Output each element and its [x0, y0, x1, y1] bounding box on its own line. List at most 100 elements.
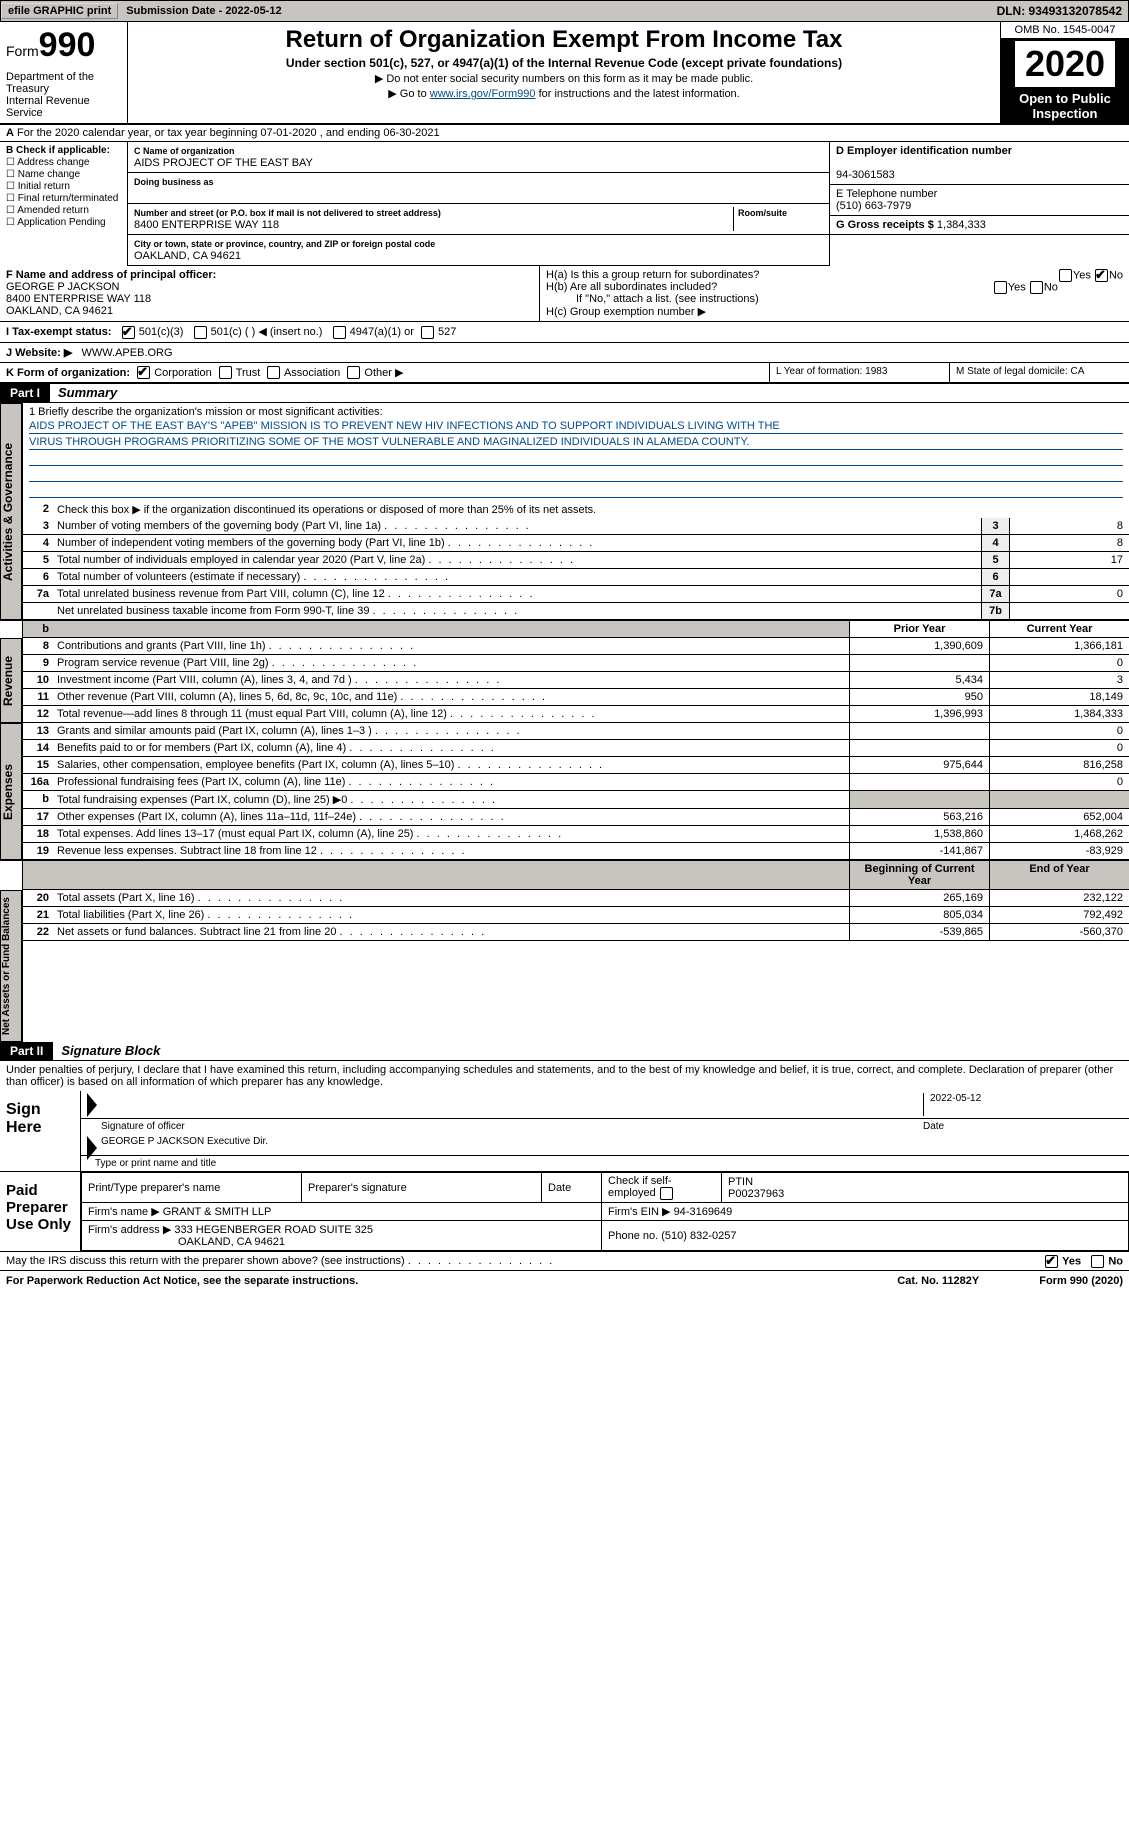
mission-text1: AIDS PROJECT OF THE EAST BAY'S "APEB" MI…	[29, 418, 1123, 434]
self-employed-cb[interactable]	[660, 1187, 673, 1200]
open-inspection: Open to Public Inspection	[1001, 89, 1129, 123]
prep-h2: Preparer's signature	[302, 1173, 542, 1203]
row-a: A For the 2020 calendar year, or tax yea…	[0, 125, 1129, 142]
prep-h1: Print/Type preparer's name	[82, 1173, 302, 1203]
row-klm: K Form of organization: Corporation Trus…	[0, 363, 1129, 385]
data-line: 20Total assets (Part X, line 16) 265,169…	[23, 890, 1129, 907]
k-other[interactable]	[347, 366, 360, 379]
officer-addr1: 8400 ENTERPRISE WAY 118	[6, 293, 151, 305]
i-527[interactable]	[421, 326, 434, 339]
form-header: Form990 Department of the Treasury Inter…	[0, 22, 1129, 125]
prep-ptin: PTINP00237963	[722, 1173, 1129, 1203]
data-line: 12Total revenue—add lines 8 through 11 (…	[23, 706, 1129, 723]
penalty-text: Under penalties of perjury, I declare th…	[0, 1061, 1129, 1091]
gov-line: 6Total number of volunteers (estimate if…	[23, 569, 1129, 586]
gross-receipts: 1,384,333	[937, 219, 986, 231]
row-i: I Tax-exempt status: 501(c)(3) 501(c) ( …	[0, 322, 1129, 343]
hc-label: H(c) Group exemption number ▶	[546, 305, 1123, 318]
discuss-yes[interactable]	[1045, 1255, 1058, 1268]
e-label: E Telephone number	[836, 188, 937, 200]
irs-link[interactable]: www.irs.gov/Form990	[430, 88, 536, 100]
discuss-row: May the IRS discuss this return with the…	[0, 1252, 1129, 1271]
mission-text2: VIRUS THROUGH PROGRAMS PRIORITIZING SOME…	[29, 434, 1123, 450]
gov-line: 3Number of voting members of the governi…	[23, 518, 1129, 535]
room-label: Room/suite	[738, 208, 787, 218]
tab-governance: Activities & Governance	[0, 403, 22, 620]
top-toolbar: efile GRAPHIC print Submission Date - 20…	[0, 0, 1129, 22]
cb-initial[interactable]: ☐ Initial return	[6, 181, 121, 192]
cb-pending[interactable]: ☐ Application Pending	[6, 217, 121, 228]
c-name-label: C Name of organization	[134, 146, 235, 156]
data-line: 14Benefits paid to or for members (Part …	[23, 740, 1129, 757]
k-corp[interactable]	[137, 366, 150, 379]
d-label: D Employer identification number	[836, 145, 1012, 157]
mission-blank3	[29, 482, 1123, 498]
mission-label: 1 Briefly describe the organization's mi…	[29, 406, 1123, 418]
hb-yes[interactable]	[994, 281, 1007, 294]
addr-label: Number and street (or P.O. box if mail i…	[134, 208, 441, 218]
k-trust[interactable]	[219, 366, 232, 379]
section-bcdeg: B Check if applicable: ☐ Address change …	[0, 142, 1129, 266]
form-number: 990	[39, 26, 96, 64]
cb-amended[interactable]: ☐ Amended return	[6, 205, 121, 216]
data-line: 22Net assets or fund balances. Subtract …	[23, 924, 1129, 941]
tab-netassets: Net Assets or Fund Balances	[0, 890, 22, 1042]
rev-header: b Prior Year Current Year	[23, 621, 1129, 638]
i-501c3[interactable]	[122, 326, 135, 339]
data-line: 13Grants and similar amounts paid (Part …	[23, 723, 1129, 740]
sign-date: 2022-05-12	[923, 1093, 1123, 1116]
cb-address[interactable]: ☐ Address change	[6, 157, 121, 168]
mission-blank1	[29, 450, 1123, 466]
part2-header: Part IISignature Block	[0, 1042, 1129, 1061]
org-name: AIDS PROJECT OF THE EAST BAY	[134, 157, 313, 169]
g-label: G Gross receipts $	[836, 219, 934, 231]
k-assoc[interactable]	[267, 366, 280, 379]
discuss-no[interactable]	[1091, 1255, 1104, 1268]
row-j: J Website: ▶ WWW.APEB.ORG	[0, 343, 1129, 363]
form-title: Return of Organization Exempt From Incom…	[134, 26, 994, 54]
hb-label: H(b) Are all subordinates included?	[546, 281, 717, 293]
gov-line: 7aTotal unrelated business revenue from …	[23, 586, 1129, 603]
dept-label: Department of the Treasury Internal Reve…	[6, 71, 121, 119]
sign-here-block: Sign Here 2022-05-12 Signature of office…	[0, 1091, 1129, 1172]
hb-note: If "No," attach a list. (see instruction…	[546, 293, 1123, 305]
website-value: WWW.APEB.ORG	[82, 347, 173, 359]
hb-no[interactable]	[1030, 281, 1043, 294]
data-line: 15Salaries, other compensation, employee…	[23, 757, 1129, 774]
phone-value: (510) 663-7979	[836, 200, 911, 212]
subtitle-1: Under section 501(c), 527, or 4947(a)(1)…	[134, 56, 994, 70]
arrow-icon-2	[87, 1136, 97, 1160]
line2-text: Check this box ▶ if the organization dis…	[53, 501, 1129, 518]
gov-line: Net unrelated business taxable income fr…	[23, 603, 1129, 620]
officer-addr2: OAKLAND, CA 94621	[6, 305, 113, 317]
prep-h4: Check if self-employed	[602, 1173, 722, 1203]
officer-sig-name: GEORGE P JACKSON Executive Dir.	[97, 1136, 1123, 1153]
data-line: 18Total expenses. Add lines 13–17 (must …	[23, 826, 1129, 843]
prep-h3: Date	[542, 1173, 602, 1203]
arrow-icon	[87, 1093, 97, 1117]
data-line: 19Revenue less expenses. Subtract line 1…	[23, 843, 1129, 860]
city-label: City or town, state or province, country…	[134, 239, 435, 249]
cb-final[interactable]: ☐ Final return/terminated	[6, 193, 121, 204]
data-line: bTotal fundraising expenses (Part IX, co…	[23, 791, 1129, 809]
cb-name[interactable]: ☐ Name change	[6, 169, 121, 180]
part1-header: Part ISummary	[0, 384, 1129, 403]
net-header: Beginning of Current Year End of Year	[23, 861, 1129, 890]
officer-name: GEORGE P JACKSON	[6, 281, 120, 293]
i-4947[interactable]	[333, 326, 346, 339]
subtitle-2: ▶ Do not enter social security numbers o…	[134, 72, 994, 85]
ein-value: 94-3061583	[836, 169, 895, 181]
subtitle-3: ▶ Go to www.irs.gov/Form990 for instruct…	[134, 87, 994, 100]
gov-line: 4Number of independent voting members of…	[23, 535, 1129, 552]
firm-phone: Phone no. (510) 832-0257	[602, 1221, 1129, 1251]
ha-yes[interactable]	[1059, 269, 1072, 282]
data-line: 17Other expenses (Part IX, column (A), l…	[23, 809, 1129, 826]
data-line: 9Program service revenue (Part VIII, lin…	[23, 655, 1129, 672]
efile-button[interactable]: efile GRAPHIC print	[1, 3, 118, 19]
ha-no[interactable]	[1095, 269, 1108, 282]
f-label: F Name and address of principal officer:	[6, 269, 216, 281]
data-line: 8Contributions and grants (Part VIII, li…	[23, 638, 1129, 655]
firm-address: Firm's address ▶ 333 HEGENBERGER ROAD SU…	[82, 1221, 602, 1251]
i-501c[interactable]	[194, 326, 207, 339]
dba-label: Doing business as	[134, 177, 214, 187]
